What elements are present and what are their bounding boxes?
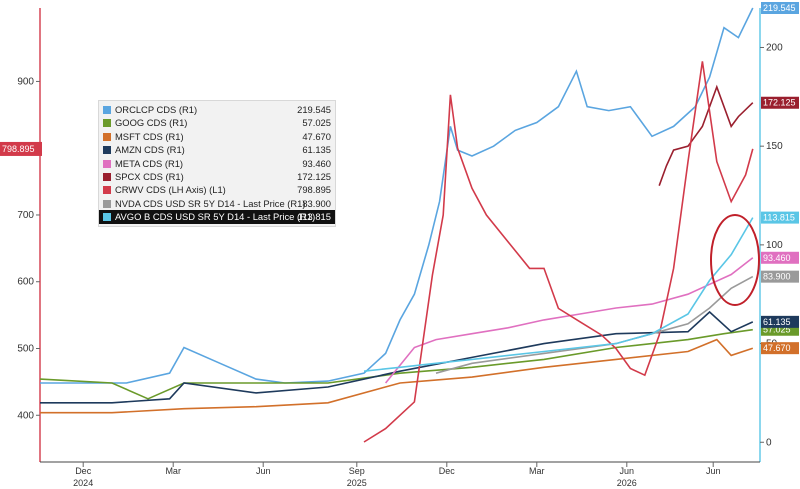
series-value-label: 47.670 bbox=[763, 343, 791, 353]
series-value-label: 93.460 bbox=[763, 253, 791, 263]
legend-item: MSFT CDS (R1) 47.670 bbox=[99, 130, 335, 143]
legend-value: 57.025 bbox=[302, 117, 331, 129]
legend-label: CRWV CDS (LH Axis) (L1) bbox=[115, 184, 226, 196]
legend-item: CRWV CDS (LH Axis) (L1) 798.895 bbox=[99, 183, 335, 196]
series-value-tag bbox=[761, 211, 799, 224]
x-tick-label: Jun bbox=[620, 466, 635, 476]
series-value-label: 57.025 bbox=[763, 325, 791, 335]
legend-swatch bbox=[103, 146, 111, 155]
legend-label: AMZN CDS (R1) bbox=[115, 144, 185, 156]
legend-value: 172.125 bbox=[297, 170, 331, 182]
legend-label: META CDS (R1) bbox=[115, 157, 184, 169]
right-tick-label: 0 bbox=[766, 437, 772, 448]
series-line bbox=[39, 328, 753, 400]
x-tick-label: Mar bbox=[165, 466, 181, 476]
left-value-label: 798.895 bbox=[2, 144, 35, 154]
legend-value: 798.895 bbox=[297, 184, 331, 196]
legend-label: GOOG CDS (R1) bbox=[115, 117, 188, 129]
x-tick-label: Dec bbox=[75, 466, 92, 476]
series-line bbox=[40, 338, 754, 414]
series-value-tag bbox=[761, 342, 799, 355]
legend-item: ORCLCP CDS (R1) 219.545 bbox=[99, 103, 335, 116]
right-tick-label: 100 bbox=[766, 240, 783, 251]
left-tick-label: 900 bbox=[17, 76, 34, 87]
right-tick-label: 150 bbox=[766, 141, 783, 152]
series-value-label: 219.545 bbox=[763, 3, 796, 13]
series-value-tag bbox=[761, 96, 799, 109]
series-line bbox=[40, 310, 754, 404]
x-tick-label: Mar bbox=[529, 466, 545, 476]
x-year-label: 2025 bbox=[347, 478, 367, 488]
legend-swatch bbox=[103, 213, 111, 222]
x-tick-label: Dec bbox=[439, 466, 456, 476]
series-value-tag bbox=[761, 315, 799, 328]
legend-swatch bbox=[103, 172, 111, 181]
legend-item: NVDA CDS USD SR 5Y D14 - Last Price (R1)… bbox=[99, 197, 335, 210]
x-tick-label: Jun bbox=[706, 466, 721, 476]
series-value-tag bbox=[761, 251, 799, 264]
x-year-label: 2024 bbox=[73, 478, 93, 488]
legend-swatch bbox=[103, 186, 111, 195]
legend-item: AMZN CDS (R1) 61.135 bbox=[99, 143, 335, 156]
legend-value: 93.460 bbox=[302, 157, 331, 169]
legend-value: 219.545 bbox=[297, 104, 331, 115]
legend-swatch bbox=[103, 132, 111, 141]
legend-item: META CDS (R1) 93.460 bbox=[99, 157, 335, 170]
legend-item: AVGO B CDS USD SR 5Y D14 - Last Price (R… bbox=[99, 210, 335, 224]
series-line bbox=[363, 61, 754, 443]
legend-swatch bbox=[103, 159, 111, 168]
series-value-label: 172.125 bbox=[763, 98, 796, 108]
legend-value: 113.815 bbox=[297, 211, 331, 223]
legend-label: SPCX CDS (R1) bbox=[115, 170, 184, 182]
left-tick-label: 700 bbox=[17, 210, 34, 221]
legend-item: SPCX CDS (R1) 172.125 bbox=[99, 170, 335, 183]
legend: ORCLCP CDS (R1) 219.545 GOOG CDS (R1) 57.02… bbox=[98, 100, 336, 227]
legend-value: 61.135 bbox=[302, 144, 331, 156]
x-tick-label: Jun bbox=[256, 466, 271, 476]
series-value-tag bbox=[761, 2, 799, 14]
series-line bbox=[384, 257, 754, 384]
left-value-tag bbox=[0, 141, 42, 156]
legend-swatch bbox=[103, 119, 111, 128]
x-year-label: 2026 bbox=[617, 478, 637, 488]
highlight-ellipse bbox=[710, 214, 760, 306]
legend-value: 83.900 bbox=[302, 197, 331, 209]
legend-label: ORCLCP CDS (R1) bbox=[115, 104, 198, 115]
series-line bbox=[658, 84, 754, 186]
series-value-tag bbox=[761, 270, 799, 283]
legend-swatch bbox=[103, 199, 111, 208]
x-tick-label: Sep bbox=[349, 466, 365, 476]
series-value-label: 61.135 bbox=[763, 317, 791, 327]
legend-label: AVGO B CDS USD SR 5Y D14 - Last Price (R… bbox=[115, 211, 316, 223]
legend-value: 47.670 bbox=[302, 130, 331, 142]
legend-swatch bbox=[103, 106, 111, 114]
legend-item: GOOG CDS (R1) 57.025 bbox=[99, 116, 335, 129]
series-value-label: 83.900 bbox=[763, 272, 791, 282]
left-tick-label: 500 bbox=[17, 344, 34, 355]
legend-label: MSFT CDS (R1) bbox=[115, 130, 184, 142]
left-tick-label: 600 bbox=[17, 277, 34, 288]
right-tick-label: 200 bbox=[766, 42, 783, 53]
left-tick-label: 400 bbox=[17, 410, 34, 421]
series-value-label: 113.815 bbox=[763, 213, 795, 223]
series-line bbox=[363, 217, 754, 372]
legend-label: NVDA CDS USD SR 5Y D14 - Last Price (R1) bbox=[115, 197, 306, 209]
